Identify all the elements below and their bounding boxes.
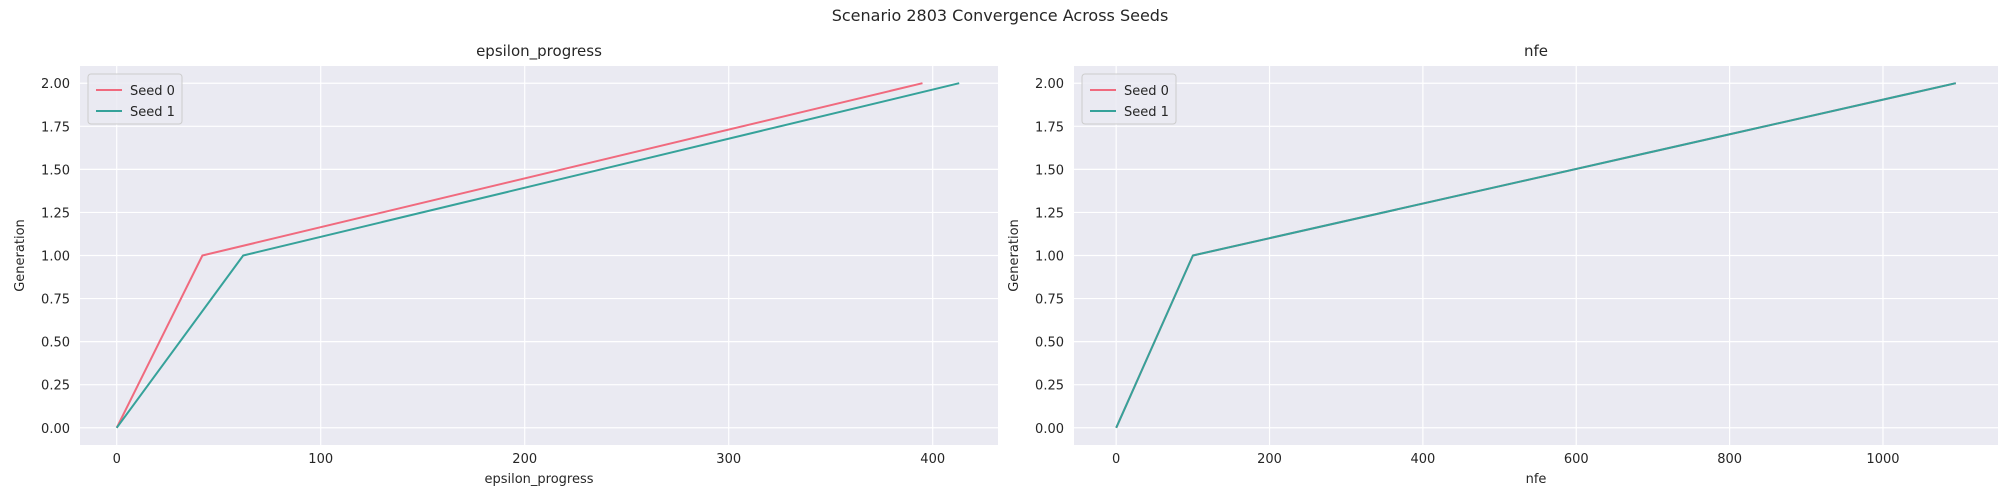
y-tick-label: 0.50 bbox=[1035, 336, 1064, 351]
x-tick-label: 0 bbox=[113, 452, 121, 467]
legend-label: Seed 1 bbox=[130, 105, 175, 120]
y-tick-label: 2.00 bbox=[1035, 77, 1064, 92]
series-line-seed-1 bbox=[1115, 82, 1957, 429]
y-tick-label: 0.25 bbox=[41, 379, 70, 394]
y-tick-label: 1.00 bbox=[41, 250, 70, 265]
x-axis-label: epsilon_progress bbox=[484, 472, 593, 487]
y-tick-label: 1.50 bbox=[41, 163, 70, 178]
y-tick-label: 0.50 bbox=[41, 336, 70, 351]
legend: Seed 0 Seed 1 bbox=[87, 73, 183, 125]
y-tick-label: 0.00 bbox=[41, 422, 70, 437]
x-axis-label: nfe bbox=[1526, 472, 1547, 487]
x-tick-label: 300 bbox=[716, 452, 741, 467]
y-tick-label: 1.75 bbox=[41, 120, 70, 135]
y-tick-label: 2.00 bbox=[41, 77, 70, 92]
x-tick-label: 100 bbox=[308, 452, 333, 467]
legend-label: Seed 0 bbox=[1124, 84, 1169, 99]
y-axis-label: Generation bbox=[1007, 219, 1022, 292]
x-tick-label: 0 bbox=[1112, 452, 1120, 467]
series-line-seed-1 bbox=[115, 82, 960, 429]
x-tick-label: 400 bbox=[920, 452, 945, 467]
x-tick-label: 400 bbox=[1410, 452, 1435, 467]
y-tick-label: 1.75 bbox=[1035, 120, 1064, 135]
y-tick-label: 0.00 bbox=[1035, 422, 1064, 437]
x-tick-label: 200 bbox=[512, 452, 537, 467]
y-tick-label: 1.25 bbox=[1035, 206, 1064, 221]
chart-epsilon-progress: 0.00 0.25 0.50 0.75 1.00 1.25 1.50 1.75 2.00 0 100… bbox=[13, 42, 998, 487]
chart-nfe: 0.00 0.25 0.50 0.75 1.00 1.25 1.50 1.75 2.00 0 200… bbox=[1007, 42, 1998, 487]
chart-title: epsilon_progress bbox=[476, 42, 602, 61]
y-tick-label: 0.75 bbox=[41, 293, 70, 308]
figure-suptitle: Scenario 2803 Convergence Across Seeds bbox=[831, 6, 1169, 25]
y-tick-label: 1.00 bbox=[1035, 250, 1064, 265]
y-tick-label: 0.75 bbox=[1035, 293, 1064, 308]
legend: Seed 0 Seed 1 bbox=[1081, 73, 1177, 125]
x-tick-label: 600 bbox=[1564, 452, 1589, 467]
y-tick-label: 1.25 bbox=[41, 206, 70, 221]
legend-label: Seed 0 bbox=[130, 84, 175, 99]
x-tick-label: 1000 bbox=[1866, 452, 1899, 467]
series-line-seed-0 bbox=[115, 82, 923, 429]
chart-title: nfe bbox=[1524, 42, 1548, 60]
y-axis-label: Generation bbox=[13, 219, 28, 292]
x-tick-label: 800 bbox=[1717, 452, 1742, 467]
legend-label: Seed 1 bbox=[1124, 105, 1169, 120]
y-tick-label: 0.25 bbox=[1035, 379, 1064, 394]
x-tick-label: 200 bbox=[1257, 452, 1282, 467]
y-tick-label: 1.50 bbox=[1035, 163, 1064, 178]
